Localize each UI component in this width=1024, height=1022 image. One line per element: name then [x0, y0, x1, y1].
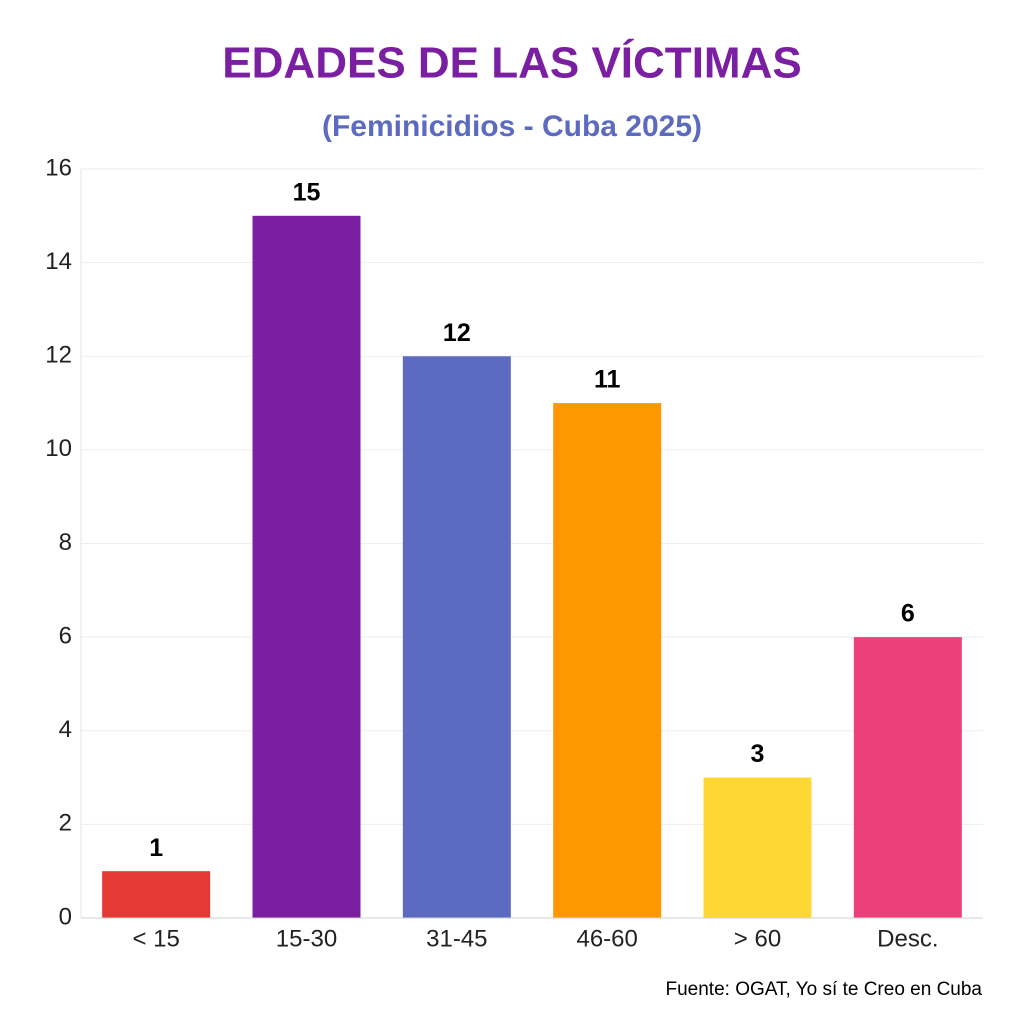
x-tick-label: Desc.	[877, 925, 938, 952]
bar	[402, 356, 511, 918]
bar	[553, 403, 662, 918]
y-tick-label: 6	[59, 622, 72, 649]
value-label: 1	[149, 834, 163, 862]
value-label: 11	[594, 366, 621, 394]
bar	[102, 871, 211, 918]
value-label: 12	[443, 319, 471, 347]
bar	[853, 637, 962, 918]
x-tick-label: 31-45	[426, 925, 487, 952]
x-tick-label: < 15	[132, 925, 179, 952]
chart-subtitle: (Feminicidios - Cuba 2025)	[322, 110, 702, 143]
x-tick-label: > 60	[734, 925, 781, 952]
y-tick-label: 10	[45, 435, 72, 462]
x-tick-label: 15-30	[276, 925, 337, 952]
bar	[703, 777, 812, 918]
value-label: 3	[751, 740, 765, 768]
chart-title: EDADES DE LAS VÍCTIMAS	[222, 38, 801, 88]
y-tick-label: 16	[45, 154, 72, 181]
y-tick-label: 4	[59, 716, 72, 743]
x-tick-label: 46-60	[576, 925, 637, 952]
y-tick-label: 8	[59, 529, 72, 556]
bar	[252, 215, 361, 918]
value-label: 6	[901, 600, 915, 628]
value-label: 15	[293, 178, 321, 206]
y-tick-label: 2	[59, 810, 72, 837]
source-note: Fuente: OGAT, Yo sí te Creo en Cuba	[666, 979, 983, 1000]
y-tick-label: 14	[45, 248, 72, 275]
y-tick-label: 12	[45, 342, 72, 369]
y-tick-label: 0	[59, 903, 72, 930]
